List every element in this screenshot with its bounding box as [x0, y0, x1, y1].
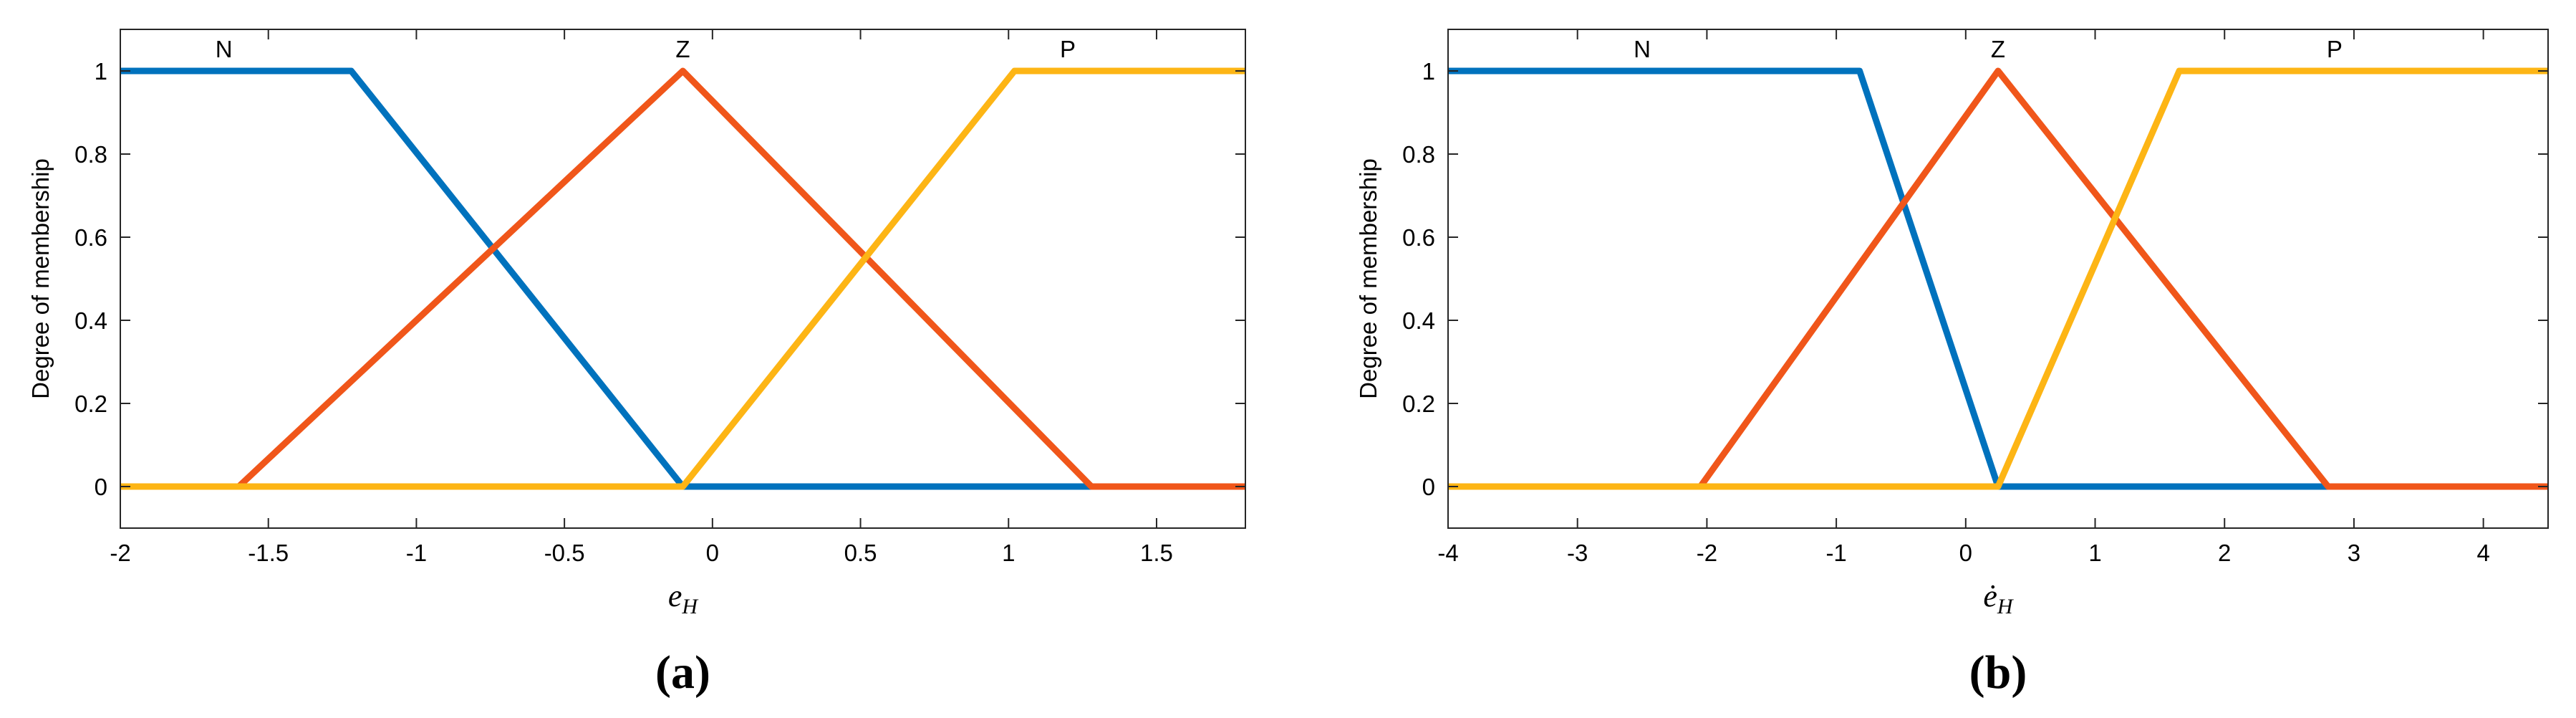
y-tick-label: 0.4: [1402, 307, 1435, 334]
x-axis-label: eH: [668, 578, 700, 618]
panel-caption: (b): [1969, 646, 2027, 699]
membership-line: [1448, 67, 2548, 490]
annotation: N: [1634, 36, 1651, 62]
x-tick-label: -4: [1437, 540, 1458, 566]
y-tick-label: 0: [95, 474, 107, 500]
y-tick-label: 0.8: [74, 141, 107, 168]
x-tick-label: 1.5: [1140, 540, 1173, 566]
x-tick-label: -1: [1825, 540, 1846, 566]
y-tick-label: 0.6: [1402, 224, 1435, 251]
annotation: Z: [675, 36, 690, 62]
y-tick-label: 0: [1422, 474, 1435, 500]
x-tick-label: -0.5: [544, 540, 585, 566]
membership-line: [120, 67, 1245, 490]
x-tick-label: 3: [2348, 540, 2360, 566]
x-axis-label: ėH: [1983, 578, 2015, 618]
y-tick-label: 0.6: [74, 224, 107, 251]
plot-frame: [120, 29, 1246, 529]
x-axis-label-sub: H: [681, 595, 699, 618]
x-tick-label: 1: [1002, 540, 1015, 566]
x-axis-label-base: ė: [1983, 578, 1997, 613]
membership-line: [1448, 67, 2548, 490]
x-tick-label: 0.5: [844, 540, 877, 566]
x-axis-label-base: e: [668, 578, 682, 613]
x-tick-label: -2: [1697, 540, 1717, 566]
plot-frame: [1447, 29, 2549, 529]
x-tick-label: -1.5: [248, 540, 289, 566]
x-tick-label: 0: [706, 540, 719, 566]
y-tick-label: 0.2: [1402, 391, 1435, 417]
chart-panel: -4 -3 -2 -1 0 1 2 3 4 0 0.2 0.4 0.6 0.8 1 N Z P Degree of …: [1355, 29, 2549, 699]
annotation: P: [2327, 36, 2343, 62]
annotation: Z: [1991, 36, 2005, 62]
y-axis-label: Degree of membership: [27, 158, 54, 399]
x-tick-label: 0: [1959, 540, 1972, 566]
membership-line: [1448, 67, 2548, 490]
x-tick-label: 1: [2088, 540, 2101, 566]
membership-line: [120, 67, 1245, 490]
x-tick-label: -2: [110, 540, 130, 566]
annotation: P: [1060, 36, 1076, 62]
chart-panel: -2 -1.5 -1 -0.5 0 0.5 1 1.5 0 0.2 0.4 0.6 0.8 1 N Z P Deg…: [27, 29, 1246, 699]
y-tick-label: 0.2: [74, 391, 107, 417]
membership-line: [120, 67, 1245, 490]
x-tick-label: -1: [406, 540, 427, 566]
y-axis-label: Degree of membership: [1355, 158, 1381, 399]
y-tick-label: 0.4: [74, 307, 107, 334]
y-tick-label: 0.8: [1402, 141, 1435, 168]
annotation: N: [216, 36, 233, 62]
y-tick-label: 1: [95, 58, 107, 85]
x-tick-label: 2: [2218, 540, 2231, 566]
x-tick-label: 4: [2476, 540, 2489, 566]
x-axis-label-sub: H: [1997, 595, 2015, 618]
x-tick-label: -3: [1567, 540, 1588, 566]
panel-caption: (a): [655, 646, 710, 699]
y-tick-label: 1: [1422, 58, 1435, 85]
